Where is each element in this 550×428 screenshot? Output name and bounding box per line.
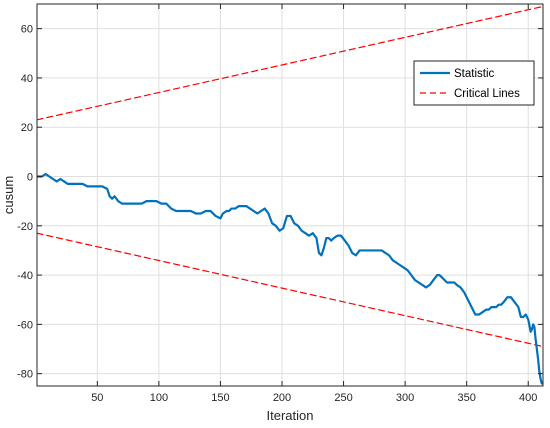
y-tick-label: -40 (17, 270, 33, 282)
statistic-line (37, 172, 543, 385)
critical-line (37, 232, 543, 348)
critical-line (37, 5, 543, 121)
legend: Statistic Critical Lines (413, 60, 535, 106)
x-tick-label: 200 (273, 392, 291, 404)
y-axis-ticks: -80 -60 -40 -20 0 20 40 60 (17, 24, 543, 381)
x-tick-label: 300 (396, 392, 414, 404)
x-axis-label: Iteration (267, 408, 314, 423)
y-tick-label: 60 (21, 24, 33, 36)
y-tick-label: 40 (21, 73, 33, 85)
series-layer (37, 5, 543, 385)
plot-border (36, 3, 544, 387)
x-tick-label: 100 (150, 392, 168, 404)
x-tick-label: 350 (457, 392, 475, 404)
y-axis-label: cusum (1, 176, 16, 214)
legend-label: Critical Lines (454, 88, 520, 100)
y-tick-label: 0 (27, 172, 33, 184)
x-tick-label: 400 (519, 392, 537, 404)
y-tick-label: 20 (21, 122, 33, 134)
x-axis-ticks: 50 100 150 200 250 300 350 400 (91, 4, 537, 404)
x-tick-label: 150 (211, 392, 229, 404)
y-tick-label: -80 (17, 369, 33, 381)
y-tick-label: -60 (17, 319, 33, 331)
x-tick-label: 250 (334, 392, 352, 404)
legend-label: Statistic (454, 68, 495, 80)
x-tick-label: 50 (91, 392, 103, 404)
legend-box (413, 60, 535, 106)
y-tick-label: -20 (17, 221, 33, 233)
